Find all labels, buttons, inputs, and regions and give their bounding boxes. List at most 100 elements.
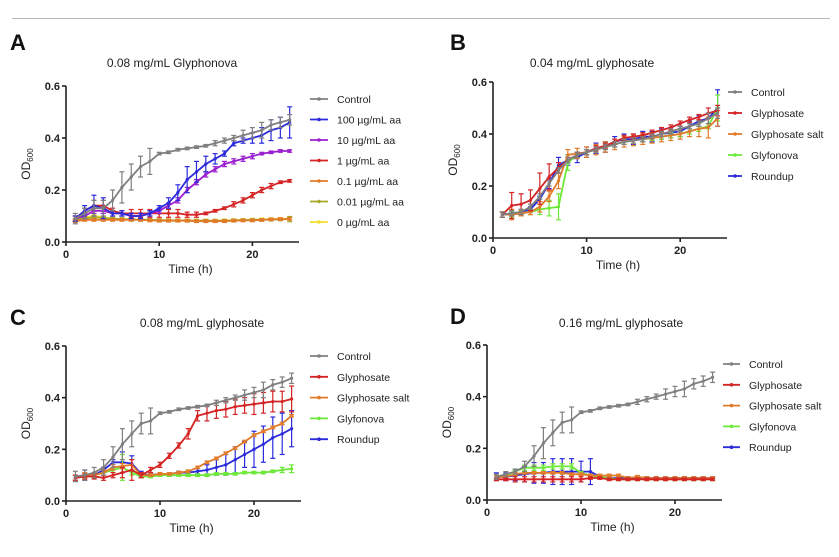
data-point — [196, 414, 200, 418]
data-point — [233, 472, 237, 476]
data-point — [250, 131, 254, 135]
legend-marker — [317, 138, 321, 142]
data-point — [214, 456, 218, 460]
data-point — [617, 404, 621, 408]
legend-item: Control — [310, 351, 371, 363]
data-point — [288, 118, 292, 122]
data-point — [261, 442, 265, 446]
data-point — [186, 473, 190, 477]
data-point — [149, 468, 153, 472]
data-point — [280, 468, 284, 472]
data-point — [185, 178, 189, 182]
data-point — [157, 206, 161, 210]
data-point — [594, 148, 598, 152]
data-point — [214, 472, 218, 476]
x-tick-label: 0 — [63, 249, 69, 261]
data-point — [271, 425, 275, 429]
data-point — [177, 470, 181, 475]
legend-item: Control — [728, 87, 785, 99]
legend-label: 10 µg/mL aa — [337, 135, 395, 147]
data-point — [241, 157, 245, 161]
legend-marker — [733, 153, 737, 157]
panel-title: 0.04 mg/mL glyphosate — [530, 56, 655, 70]
data-point — [645, 477, 649, 481]
data-point — [186, 406, 190, 410]
data-point — [148, 218, 152, 223]
y-tick-label: 0.2 — [45, 185, 60, 197]
data-point — [687, 118, 692, 122]
series-line — [75, 415, 293, 479]
panel-letter: A — [10, 30, 26, 55]
series-line — [75, 377, 292, 478]
series-control — [72, 113, 293, 225]
data-point — [252, 402, 256, 406]
series-line — [501, 109, 718, 216]
data-point — [129, 214, 133, 218]
data-point — [654, 395, 658, 399]
data-point — [570, 418, 574, 422]
data-point — [510, 211, 514, 215]
data-point — [654, 477, 658, 481]
data-point — [692, 477, 696, 481]
data-point — [510, 203, 514, 208]
data-point — [138, 214, 143, 218]
series-glyphosate-salt — [72, 413, 295, 481]
panel-letter: B — [450, 30, 466, 55]
y-axis-label: OD600 — [19, 148, 35, 180]
data-point — [290, 376, 294, 380]
y-tick-label: 0.0 — [45, 496, 60, 508]
data-point — [233, 405, 237, 409]
data-point — [494, 475, 498, 479]
data-point — [560, 477, 564, 481]
legend-item: 0.1 µg/mL aa — [310, 176, 398, 188]
panel-letter: D — [450, 304, 466, 329]
data-point — [232, 202, 236, 206]
data-point — [120, 185, 124, 189]
data-point — [224, 451, 228, 455]
data-point — [519, 202, 523, 206]
series-line — [502, 117, 719, 216]
data-point — [532, 454, 536, 458]
data-point — [664, 392, 668, 396]
data-point — [711, 375, 715, 379]
y-axis-label: OD600 — [446, 144, 462, 176]
legend-label: 100 µg/mL aa — [337, 115, 401, 127]
data-point — [588, 469, 593, 474]
legend-item: Glyphosate — [310, 372, 390, 384]
data-point — [252, 447, 256, 451]
data-point — [706, 125, 710, 130]
series-glyfonova — [499, 94, 721, 221]
data-point — [111, 473, 115, 477]
data-point — [269, 123, 273, 127]
data-point — [271, 469, 275, 473]
data-point — [523, 464, 527, 469]
data-point — [166, 150, 171, 154]
panel-a: A 0.08 mg/mL Glyphonova 0.0 0.2 0.4 0.6 0 10 2… — [10, 30, 404, 276]
data-point — [213, 209, 217, 213]
series-control — [499, 107, 721, 218]
data-point — [269, 184, 273, 188]
x-tick-label: 20 — [248, 508, 260, 520]
data-point — [290, 397, 294, 401]
legend-item: Glyfonova — [728, 150, 798, 162]
data-point — [607, 405, 611, 409]
legend-label: Glyphosate — [337, 372, 390, 384]
data-point — [158, 463, 162, 467]
panel-b: B 0.04 mg/mL glyphosate 0.0 0.2 0.4 0.6 0 10 2… — [446, 30, 823, 272]
data-point — [271, 399, 275, 404]
data-point — [617, 477, 621, 481]
data-point — [280, 432, 284, 436]
y-tick-label: 0.6 — [466, 340, 481, 352]
data-point — [697, 127, 701, 131]
data-point — [241, 133, 245, 137]
legend-marker — [317, 395, 321, 400]
data-point — [185, 219, 189, 223]
legend-item: Roundup — [728, 171, 794, 183]
legend-marker — [317, 117, 321, 122]
legend-label: Glyphosate salt — [337, 393, 409, 405]
x-tick-label: 10 — [153, 249, 165, 261]
series-glyphosate — [499, 104, 721, 220]
data-point — [706, 116, 710, 120]
data-point — [278, 217, 282, 221]
data-point — [278, 149, 282, 153]
